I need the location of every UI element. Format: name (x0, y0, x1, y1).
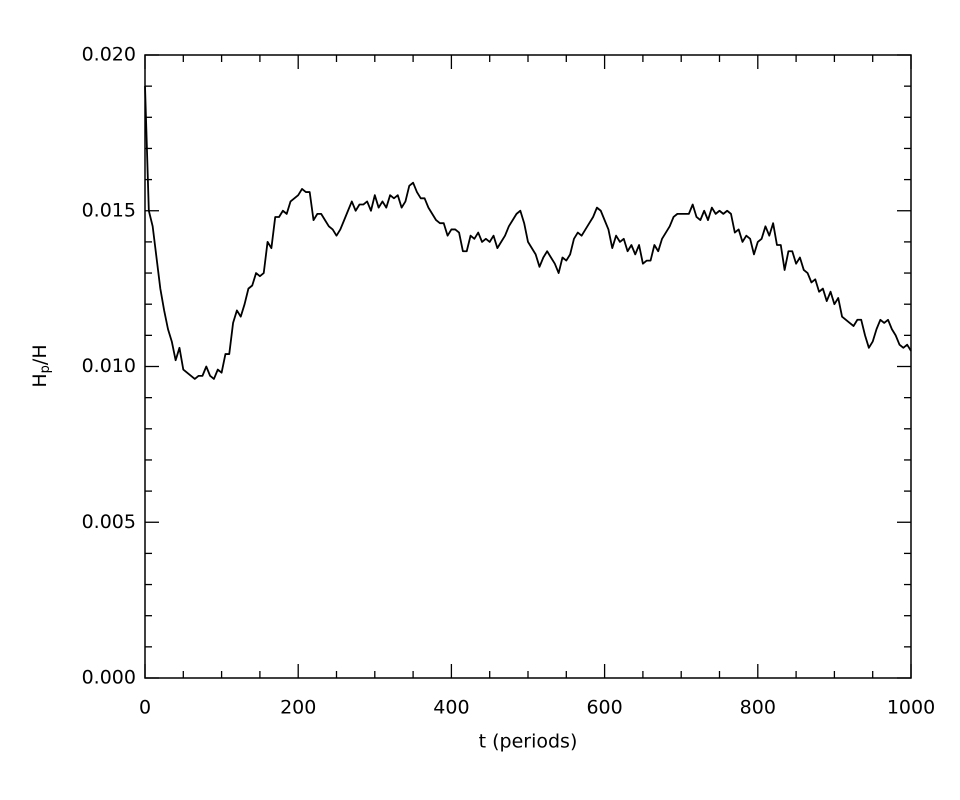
y-tick-label: 0.000 (82, 667, 136, 689)
x-tick-label: 200 (280, 697, 316, 719)
x-tick-label: 800 (740, 697, 776, 719)
y-axis-label: Hp/H (29, 344, 53, 387)
data-line (144, 86, 912, 380)
x-tick-label: 1000 (887, 697, 935, 719)
y-tick-label: 0.015 (82, 199, 136, 221)
y-label-main: H (29, 373, 51, 387)
y-label-rest: /H (29, 344, 51, 365)
y-tick-label: 0.005 (82, 511, 136, 533)
x-axis-label: t (periods) (479, 731, 578, 753)
x-tick-label: 0 (139, 697, 151, 719)
y-label-sub: p (38, 365, 53, 373)
x-tick-label: 400 (433, 697, 469, 719)
y-tick-label: 0.020 (82, 44, 136, 66)
y-tick-label: 0.010 (82, 355, 136, 377)
x-tick-label: 600 (586, 697, 622, 719)
